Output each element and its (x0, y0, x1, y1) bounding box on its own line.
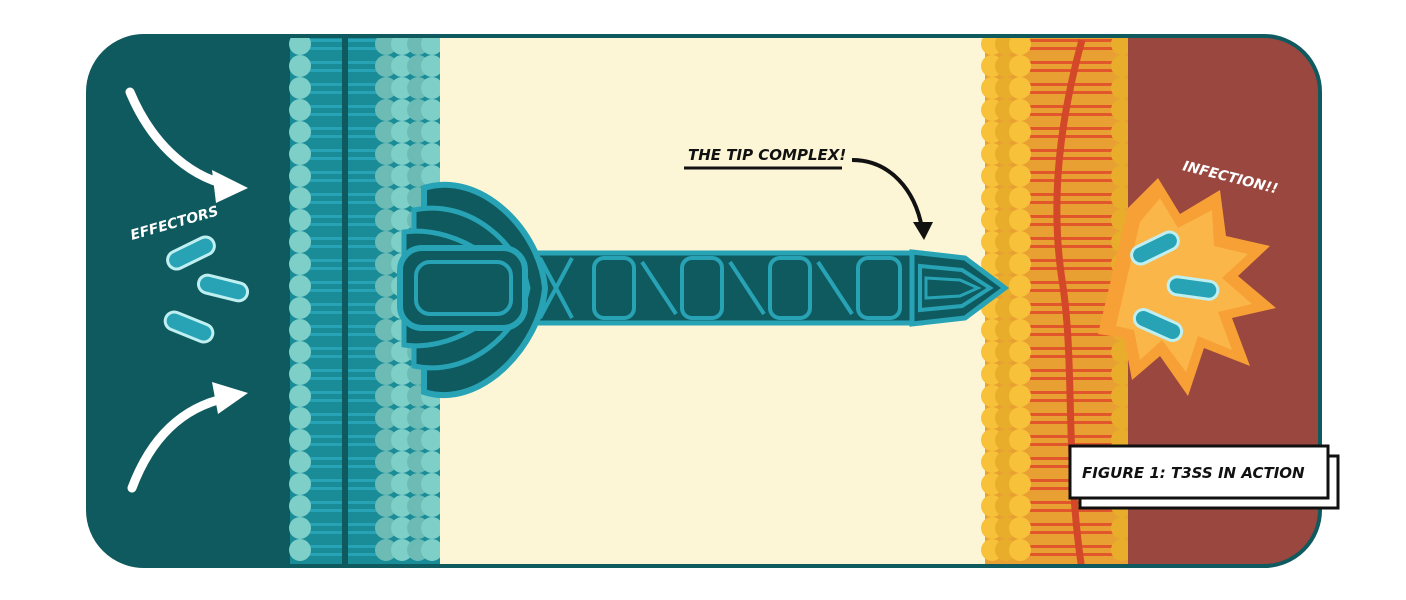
figure-caption-box: FIGURE 1: T3SS IN ACTION (1070, 446, 1338, 508)
tip-complex-label: THE TIP COMPLEX! (688, 146, 846, 164)
bacterium-interior (80, 30, 295, 570)
figure-caption: FIGURE 1: T3SS IN ACTION (1082, 464, 1305, 482)
needle-shaft (520, 253, 920, 323)
